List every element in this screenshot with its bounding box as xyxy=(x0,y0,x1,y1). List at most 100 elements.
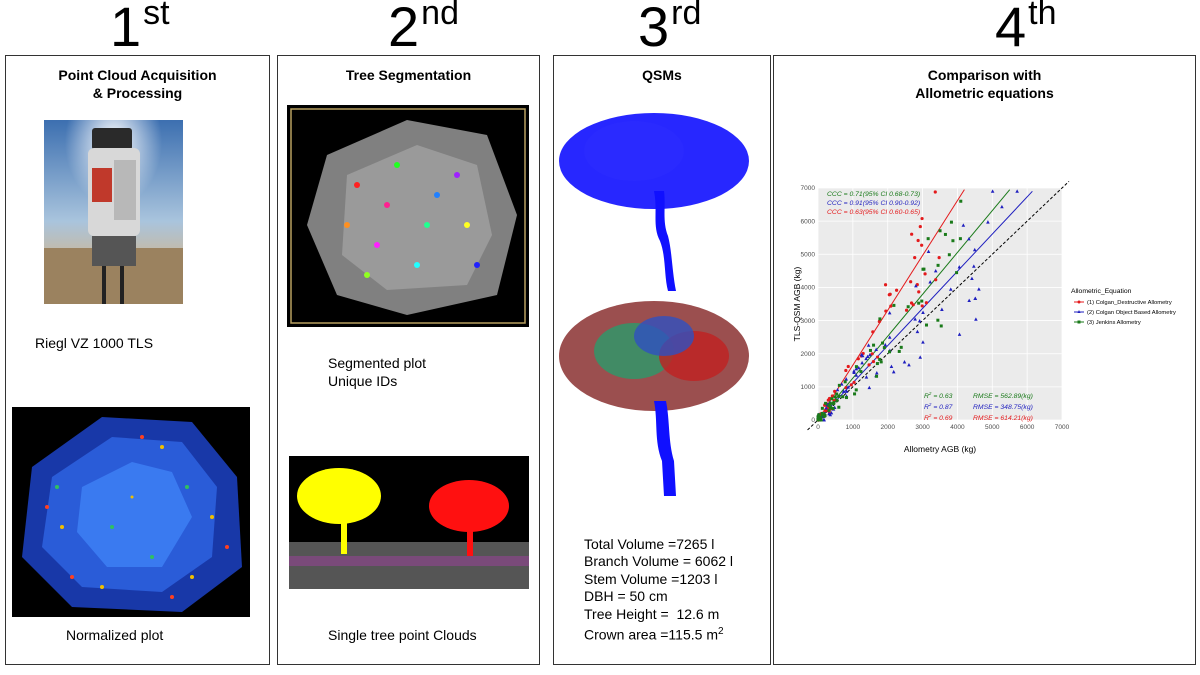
data-point xyxy=(830,394,834,398)
y-tick-label: 2000 xyxy=(801,351,816,358)
data-point xyxy=(878,317,882,321)
data-point xyxy=(828,401,832,405)
data-point xyxy=(909,301,914,305)
data-point xyxy=(926,249,931,254)
data-point xyxy=(977,287,981,291)
stage-number-4: 4th xyxy=(995,0,1057,58)
data-point xyxy=(841,395,845,399)
data-point xyxy=(816,418,820,422)
y-tick-label: 3000 xyxy=(801,318,816,325)
data-point xyxy=(888,350,892,354)
y-tick-label: 0 xyxy=(811,417,815,424)
y-tick-label: 7000 xyxy=(801,185,816,192)
rmse-annotation: RMSE = 614.21(kg) xyxy=(973,415,1033,422)
data-point xyxy=(895,288,899,292)
data-point xyxy=(907,363,911,367)
data-point xyxy=(914,283,918,288)
data-point xyxy=(882,346,886,350)
legend-label: (2) Colgan Object Based Allometry xyxy=(1087,310,1176,316)
data-point xyxy=(824,406,828,410)
data-point xyxy=(864,375,869,379)
data-point xyxy=(875,370,879,375)
x-tick-label: 1000 xyxy=(846,424,861,431)
panel-qsm: QSMs Total Volume =7265 l Branch Volume … xyxy=(553,55,771,665)
data-point xyxy=(887,310,892,315)
data-point xyxy=(860,353,865,358)
data-point xyxy=(818,415,822,419)
data-point xyxy=(939,324,943,328)
y-tick-label: 4000 xyxy=(801,285,816,292)
data-point xyxy=(844,377,849,381)
data-point xyxy=(843,380,847,384)
data-point xyxy=(973,296,978,301)
stage-number-1: 1st xyxy=(110,0,170,58)
data-point xyxy=(888,292,892,296)
data-point xyxy=(959,199,963,203)
data-point xyxy=(902,360,907,364)
data-point xyxy=(866,343,871,347)
legend-marker xyxy=(1077,320,1081,324)
data-point xyxy=(986,220,990,224)
r2-annotation: R2 = 0.87 xyxy=(924,402,953,411)
data-point xyxy=(854,366,859,371)
data-point xyxy=(827,408,831,412)
data-point xyxy=(883,283,888,287)
data-point xyxy=(887,335,892,339)
data-point xyxy=(920,299,924,303)
data-point xyxy=(949,220,953,224)
data-point xyxy=(871,330,875,334)
data-point xyxy=(844,368,848,373)
data-point xyxy=(881,341,885,345)
y-tick-label: 6000 xyxy=(801,218,816,225)
ccc-annotation: CCC = 0.91(95% CI 0.90-0.92) xyxy=(827,200,920,207)
x-tick-label: 7000 xyxy=(1055,424,1070,431)
data-point xyxy=(951,239,955,243)
data-point xyxy=(828,405,832,409)
x-tick-label: 6000 xyxy=(1020,424,1035,431)
data-point xyxy=(910,232,914,236)
data-point xyxy=(817,413,821,417)
data-point xyxy=(852,380,856,384)
data-point xyxy=(967,237,971,241)
data-point xyxy=(824,401,828,405)
data-point xyxy=(820,411,824,415)
data-point xyxy=(940,307,944,311)
data-point xyxy=(913,317,917,321)
legend-label: (3) Jenkins Allometry xyxy=(1087,320,1141,326)
data-point xyxy=(837,383,841,387)
data-point xyxy=(970,276,974,280)
data-point xyxy=(868,348,872,352)
data-point xyxy=(822,413,826,417)
single-tree-caption: Single tree point Clouds xyxy=(328,627,477,643)
x-tick-label: 0 xyxy=(816,424,820,431)
data-point xyxy=(924,301,929,305)
data-point xyxy=(867,363,871,367)
data-point xyxy=(833,395,837,399)
spec-branch-volume: Branch Volume = 6062 l xyxy=(584,553,734,570)
data-point xyxy=(845,396,849,400)
panel-acquisition-title: Point Cloud Acquisition & Processing xyxy=(58,67,217,101)
data-point xyxy=(923,272,927,276)
data-point xyxy=(846,385,850,389)
data-point xyxy=(883,342,888,347)
data-point xyxy=(819,418,823,422)
plot-caption: Normalized plot xyxy=(66,627,164,643)
data-point xyxy=(928,280,932,284)
data-point xyxy=(990,189,995,193)
panel-acquisition: Point Cloud Acquisition & Processing xyxy=(5,55,270,665)
data-point xyxy=(837,394,841,398)
data-point xyxy=(831,406,835,410)
qsm-tree-colored-image xyxy=(554,296,769,496)
data-point xyxy=(906,305,910,309)
spec-stem-volume: Stem Volume =1203 l xyxy=(584,570,718,587)
data-point xyxy=(827,404,831,408)
spec-dbh: DBH = 50 cm xyxy=(584,588,668,605)
data-point xyxy=(856,357,860,361)
data-point xyxy=(926,237,930,241)
data-point xyxy=(835,392,839,396)
segmented-plot-image xyxy=(287,105,529,327)
x-tick-label: 2000 xyxy=(880,424,895,431)
x-tick-label: 4000 xyxy=(950,424,965,431)
data-point xyxy=(917,290,921,294)
data-point xyxy=(849,383,853,387)
